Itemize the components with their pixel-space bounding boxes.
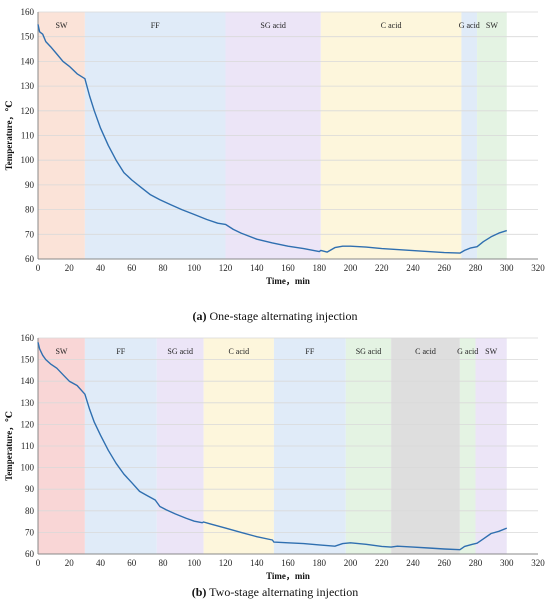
y-axis-title-b: Temperature，℃ [4,411,14,481]
x-tick-label-b-4: 80 [159,558,169,568]
y-tick-label-a-5: 110 [21,131,35,141]
x-tick-label-b-3: 60 [127,558,137,568]
x-tick-label-b-7: 140 [250,558,264,568]
y-tick-label-a-3: 90 [25,180,35,190]
x-tick-label-b-5: 100 [188,558,202,568]
phase-label-b-6: C acid [415,347,436,356]
phase-label-a-5: SW [486,21,498,30]
phase-label-a-1: FF [151,21,160,30]
phase-label-a-2: SG acid [260,21,286,30]
x-tick-label-a-4: 80 [159,263,169,273]
caption-b: (b) Two-stage alternating injection [192,585,359,599]
x-tick-label-a-5: 100 [188,263,202,273]
x-tick-label-b-11: 220 [375,558,389,568]
phase-label-b-1: FF [116,347,125,356]
x-tick-label-b-10: 200 [344,558,358,568]
caption-a: (a) One-stage alternating injection [193,309,358,323]
x-tick-label-a-15: 300 [500,263,514,273]
phase-label-a-0: SW [55,21,67,30]
y-tick-label-a-4: 100 [21,155,35,165]
x-tick-label-a-1: 20 [65,263,75,273]
x-tick-label-a-10: 200 [344,263,358,273]
y-tick-label-b-0: 60 [25,549,35,559]
temperature-line-b-0 [37,342,508,551]
x-tick-label-a-14: 280 [469,263,483,273]
y-tick-label-a-2: 80 [25,205,35,215]
x-tick-label-a-6: 120 [219,263,233,273]
x-tick-label-a-12: 240 [406,263,420,273]
x-tick-label-a-13: 260 [438,263,452,273]
x-tick-label-b-13: 260 [438,558,452,568]
x-tick-label-a-0: 0 [36,263,41,273]
phase-label-b-2: SG acid [167,347,193,356]
y-tick-label-a-9: 150 [21,32,35,42]
phase-label-a-3: C acid [381,21,402,30]
x-axis-title-a: Time，min [266,276,310,286]
y-tick-label-b-5: 110 [21,441,35,451]
caption-b-text: Two-stage alternating injection [206,585,358,599]
y-axis-title-a: Temperature，℃ [4,100,14,170]
y-tick-label-a-6: 120 [21,106,35,116]
y-tick-label-a-10: 160 [21,7,35,17]
x-tick-label-a-8: 160 [281,263,295,273]
caption-b-letter: (b) [192,585,207,599]
x-tick-label-b-14: 280 [469,558,483,568]
y-tick-label-b-1: 70 [25,527,35,537]
x-tick-label-b-8: 160 [281,558,295,568]
x-tick-label-b-9: 180 [313,558,327,568]
x-tick-label-b-1: 20 [65,558,75,568]
phase-label-b-7: G acid [457,347,478,356]
phase-label-b-5: SG acid [356,347,382,356]
y-tick-label-b-2: 80 [25,506,35,516]
x-tick-label-a-11: 220 [375,263,389,273]
y-tick-label-b-10: 160 [21,333,35,343]
phase-label-b-4: FF [305,347,314,356]
phase-label-b-0: SW [55,347,67,356]
y-tick-label-a-8: 140 [21,56,35,66]
x-axis-title-b: Time，min [266,571,310,581]
y-tick-label-a-7: 130 [21,81,35,91]
y-tick-label-a-0: 60 [25,254,35,264]
x-tick-label-b-0: 0 [36,558,41,568]
x-tick-label-b-15: 300 [500,558,514,568]
temperature-line-a-0 [37,24,508,254]
phase-label-a-4: G acid [459,21,480,30]
y-tick-label-b-4: 100 [21,463,35,473]
y-tick-label-b-6: 120 [21,419,35,429]
phase-label-b-8: SW [485,347,497,356]
x-tick-label-a-3: 60 [127,263,137,273]
y-tick-label-b-9: 150 [21,355,35,365]
x-tick-label-b-6: 120 [219,558,233,568]
y-tick-label-a-1: 70 [25,229,35,239]
x-tick-label-b-16: 320 [531,558,545,568]
caption-a-letter: (a) [193,309,207,323]
x-tick-label-a-7: 140 [250,263,264,273]
chart-panel-b: SW FF SG acid C acid FF SG acid C acid G acid SW… [4,333,545,581]
x-tick-label-a-9: 180 [313,263,327,273]
y-tick-label-b-8: 140 [21,376,35,386]
y-tick-label-b-7: 130 [21,398,35,408]
phase-label-b-3: C acid [228,347,249,356]
x-tick-label-b-2: 40 [96,558,106,568]
caption-a-text: One-stage alternating injection [207,309,358,323]
x-tick-label-a-16: 320 [531,263,545,273]
y-tick-label-b-3: 90 [25,484,35,494]
chart-panel-a: SW FF SG acid C acid G acid SW 60 70 80 90 100 110 1… [4,7,545,286]
x-tick-label-a-2: 40 [96,263,106,273]
x-tick-label-b-12: 240 [406,558,420,568]
